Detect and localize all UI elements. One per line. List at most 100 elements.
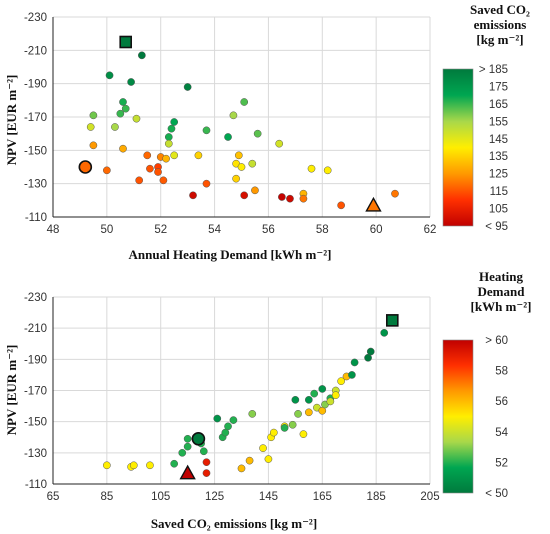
data-point bbox=[202, 179, 211, 188]
data-point bbox=[146, 461, 154, 470]
colorbar-tick-label: 135 bbox=[489, 151, 508, 163]
highlighted-circle-point bbox=[191, 432, 206, 446]
y-tick-label: -230 bbox=[24, 12, 47, 24]
data-point bbox=[264, 455, 273, 463]
data-point bbox=[331, 391, 340, 400]
data-point bbox=[299, 430, 308, 438]
data-point bbox=[194, 151, 203, 160]
data-point bbox=[326, 397, 335, 406]
data-point bbox=[232, 174, 240, 183]
x-tick-label: 205 bbox=[420, 491, 439, 503]
data-point bbox=[229, 416, 238, 424]
data-point bbox=[310, 389, 319, 398]
colorbar-tick-label: 145 bbox=[489, 134, 508, 146]
y-tick-label: -110 bbox=[25, 212, 47, 224]
data-point bbox=[121, 104, 130, 113]
data-point bbox=[234, 151, 243, 160]
data-point bbox=[164, 139, 173, 148]
colorbar-title: [kWh m⁻²] bbox=[471, 299, 532, 314]
colorbar-tick-label: 155 bbox=[489, 116, 508, 128]
x-tick-label: 60 bbox=[370, 224, 383, 236]
data-point bbox=[245, 456, 254, 465]
data-point bbox=[183, 434, 192, 443]
axes bbox=[52, 297, 430, 485]
colorbar-tick-label: 125 bbox=[489, 169, 508, 181]
x-tick-label: 52 bbox=[154, 224, 167, 236]
data-point bbox=[348, 371, 356, 379]
colorbar-tick-label: 105 bbox=[489, 204, 508, 216]
data-point bbox=[202, 458, 211, 467]
data-point bbox=[170, 459, 179, 468]
y-axis-title: NPV [EUR m⁻²] bbox=[4, 75, 19, 166]
highlighted-points bbox=[179, 314, 399, 480]
x-axis-title: Saved CO₂ emissions [kg m⁻²] bbox=[151, 516, 317, 531]
x-tick-label: 185 bbox=[367, 491, 386, 503]
x-tick-label: 165 bbox=[313, 491, 332, 503]
x-tick-label: 145 bbox=[259, 491, 278, 503]
data-point bbox=[299, 194, 308, 203]
data-point bbox=[240, 98, 249, 106]
x-tick-label: 62 bbox=[424, 224, 437, 236]
data-point bbox=[291, 396, 300, 404]
data-point bbox=[275, 139, 284, 148]
data-point bbox=[132, 114, 141, 123]
data-point bbox=[323, 166, 332, 175]
heating-demand-chart: 48 50 52 54 56 58 60 62 -230 -210 -190 -170 -150 -13… bbox=[4, 2, 530, 262]
data-point bbox=[162, 154, 170, 163]
y-tick-label: -110 bbox=[25, 479, 47, 491]
colorbar-tick-label: 115 bbox=[490, 186, 508, 198]
highlighted-circle-point bbox=[78, 160, 93, 174]
data-point bbox=[164, 133, 173, 141]
data-point bbox=[253, 129, 262, 138]
data-point bbox=[307, 164, 316, 173]
data-point bbox=[240, 191, 249, 200]
y-tick-label: -210 bbox=[24, 323, 47, 335]
y-tick-label: -230 bbox=[24, 292, 47, 304]
x-tick-label: 85 bbox=[100, 491, 113, 503]
data-point bbox=[103, 461, 111, 470]
data-point bbox=[350, 358, 359, 367]
x-axis-title: Annual Heating Demand [kWh m⁻²] bbox=[129, 247, 332, 262]
colorbar-tick-label: > 60 bbox=[485, 335, 508, 347]
highlighted-square-point bbox=[119, 35, 133, 49]
x-tick-label: 105 bbox=[151, 491, 170, 503]
colorbar-tick-label: 165 bbox=[489, 99, 508, 111]
data-point bbox=[105, 71, 114, 80]
highlighted-triangle-point bbox=[179, 464, 196, 480]
data-point bbox=[170, 118, 179, 126]
data-point bbox=[251, 186, 259, 195]
data-point bbox=[103, 166, 111, 175]
y-tick-label: -150 bbox=[24, 417, 47, 429]
data-point bbox=[248, 410, 257, 418]
data-point bbox=[229, 111, 238, 120]
data-point bbox=[167, 124, 176, 133]
data-point bbox=[135, 176, 144, 185]
y-tick-label: -170 bbox=[24, 386, 47, 398]
data-point bbox=[224, 422, 232, 431]
data-point bbox=[380, 328, 389, 337]
y-tick-label: -150 bbox=[24, 145, 47, 157]
data-point bbox=[138, 51, 146, 60]
data-point bbox=[280, 424, 289, 432]
colorbar: < 95 105 115 125 135 145 155 165 175 > 185 Saved C… bbox=[442, 2, 530, 233]
data-point bbox=[178, 448, 187, 457]
data-point bbox=[183, 83, 192, 91]
data-point bbox=[213, 414, 222, 423]
data-point bbox=[86, 123, 95, 131]
x-tick-label: 48 bbox=[47, 224, 60, 236]
colorbar-title: emissions bbox=[474, 17, 527, 32]
y-tick-label: -210 bbox=[24, 45, 47, 57]
data-point bbox=[304, 408, 313, 417]
highlighted-points bbox=[78, 35, 382, 212]
colorbar-tick-label: 56 bbox=[495, 396, 508, 408]
data-point bbox=[202, 469, 211, 477]
colorbar-tick-label: > 185 bbox=[479, 64, 508, 76]
data-point bbox=[146, 164, 154, 173]
data-point bbox=[318, 385, 327, 393]
y-axis-title: NPV [EUR m⁻²] bbox=[4, 345, 19, 436]
y-tick-label: -190 bbox=[24, 79, 47, 91]
y-tick-label: -190 bbox=[24, 354, 47, 366]
data-point bbox=[199, 447, 208, 456]
data-point bbox=[294, 410, 302, 418]
colorbar-title: Heating bbox=[479, 269, 524, 284]
